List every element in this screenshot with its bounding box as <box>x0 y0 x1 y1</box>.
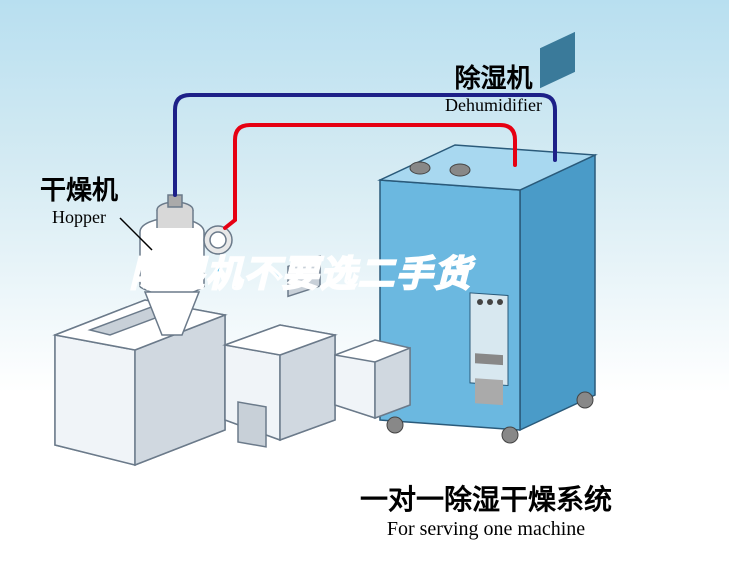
dehumidifier-label-en: Dehumidifier <box>445 95 542 116</box>
dehumidifier-label: 除湿机 Dehumidifier <box>445 58 542 116</box>
dehumidifier-label-cn: 除湿机 <box>445 58 542 95</box>
caption: 一对一除湿干燥系统 For serving one machine <box>360 478 612 541</box>
hopper-label: 干燥机 Hopper <box>40 170 118 228</box>
hopper-label-en: Hopper <box>40 207 118 228</box>
caption-cn: 一对一除湿干燥系统 <box>360 478 612 518</box>
caption-en: For serving one machine <box>360 518 612 541</box>
hopper-label-cn: 干燥机 <box>40 170 118 207</box>
watermark-text: 除湿机不要选二手货 <box>130 245 472 297</box>
